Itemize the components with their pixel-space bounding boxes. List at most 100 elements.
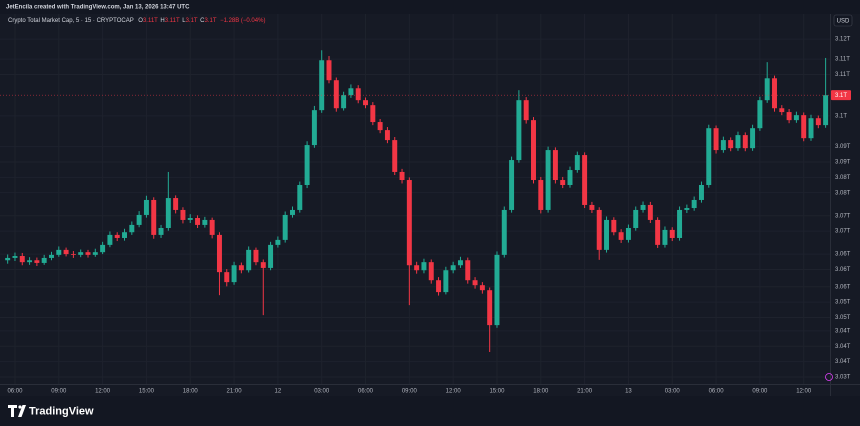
- candle-body: [70, 254, 76, 255]
- brand-logo: TradingView: [8, 405, 94, 417]
- candle-body: [19, 256, 25, 263]
- legend-key: H: [160, 18, 164, 24]
- candle-body: [311, 110, 317, 146]
- logo-mark: [18, 405, 26, 417]
- candle-body: [750, 128, 756, 149]
- candle-body: [625, 227, 631, 240]
- candle-body: [275, 239, 281, 245]
- x-tick-label: 12:00: [446, 389, 462, 395]
- legend: Crypto Total Market Cap, 5 · 15 · CRYPTO…: [8, 18, 265, 24]
- candle-body: [618, 232, 624, 240]
- y-tick-label: 3.06T: [835, 284, 851, 290]
- logo-mark: [8, 405, 17, 417]
- candle-body: [129, 224, 135, 233]
- candle-body: [436, 280, 442, 293]
- candle-body: [114, 234, 120, 238]
- candle-body: [640, 204, 646, 210]
- y-tick-label: 3.11T: [835, 57, 850, 63]
- candle-body: [12, 256, 18, 258]
- candle-body: [538, 180, 544, 210]
- candle-body: [421, 262, 427, 271]
- candle-body: [808, 118, 814, 139]
- candle-body: [684, 208, 690, 210]
- candle-body: [180, 209, 186, 220]
- legend-change: −1.28B (−0.04%): [220, 18, 265, 24]
- candle-body: [246, 249, 252, 271]
- x-tick-label: 15:00: [489, 389, 505, 395]
- y-tick-label: 3.09T: [835, 144, 851, 150]
- last-price-box: [831, 90, 851, 101]
- candle-body: [720, 140, 726, 151]
- candle-body: [567, 170, 573, 186]
- y-tick-label: 3.1T: [835, 113, 847, 119]
- x-tick-label: 21:00: [577, 389, 593, 395]
- candle-body: [742, 135, 748, 149]
- candle-body: [173, 198, 179, 210]
- candle-body: [669, 229, 675, 238]
- x-tick-label: 13: [625, 389, 632, 395]
- candle-body: [604, 219, 610, 250]
- candle-body: [224, 272, 230, 283]
- candle-body: [56, 249, 62, 255]
- candle-body: [158, 227, 164, 235]
- y-tick-label: 3.05T: [835, 315, 851, 321]
- candle-body: [377, 122, 383, 131]
- candle-body: [151, 199, 157, 235]
- candle-body: [757, 100, 763, 129]
- brand: TradingView: [29, 405, 94, 417]
- y-tick-label: 3.08T: [835, 175, 851, 181]
- candle-body: [574, 155, 580, 171]
- x-tick-label: 06:00: [358, 389, 374, 395]
- candle-body: [238, 265, 244, 271]
- candle-body: [735, 135, 741, 149]
- currency: USD: [837, 19, 850, 25]
- candle-body: [611, 219, 617, 233]
- candle-body: [772, 78, 777, 109]
- y-tick-label: 3.06T: [835, 252, 851, 258]
- x-tick-label: 09:00: [402, 389, 418, 395]
- candle-body: [319, 60, 325, 111]
- candle-body: [531, 120, 536, 181]
- y-tick-label: 3.05T: [835, 300, 851, 306]
- candle-body: [136, 214, 142, 225]
- candle-body: [216, 234, 222, 273]
- x-tick-label: 12:00: [95, 389, 111, 395]
- candle-body: [399, 171, 405, 181]
- candle-body: [706, 128, 712, 186]
- y-tick-label: 3.04T: [835, 344, 851, 350]
- x-tick-label: 06:00: [709, 389, 725, 395]
- candle-body: [516, 100, 522, 161]
- y-tick-label: 3.08T: [835, 190, 851, 196]
- candle-body: [5, 257, 11, 261]
- currency-box[interactable]: [833, 14, 853, 27]
- y-tick-label: 3.04T: [835, 328, 851, 334]
- legend-value: 3.1T: [205, 18, 217, 24]
- candle-body: [457, 260, 463, 266]
- candle-body: [187, 218, 193, 220]
- x-tick-label: 18:00: [533, 389, 549, 395]
- candle-body: [472, 280, 478, 286]
- candle-body: [779, 108, 785, 113]
- candle-body: [78, 252, 84, 255]
- event-icon[interactable]: [825, 373, 833, 381]
- candle-body: [253, 249, 259, 263]
- candle-body: [195, 218, 201, 225]
- candle-body: [596, 209, 602, 250]
- x-tick-label: 09:00: [51, 389, 67, 395]
- candle-body: [49, 254, 54, 258]
- candle-body: [647, 204, 653, 220]
- candle-body: [713, 128, 719, 151]
- candle-body: [443, 270, 449, 293]
- candle-body: [552, 150, 558, 181]
- candle-body: [202, 219, 208, 225]
- axes: 3.12T 3.11T 3.11T 3.1T 3.09T 3.09T 3.08T 3.08T 3…: [0, 37, 851, 395]
- x-tick-label: 03:00: [665, 389, 681, 395]
- legend-key: L: [182, 18, 186, 24]
- symbol: Crypto Total Market Cap, 5 · 15 · CRYPTO…: [8, 18, 134, 24]
- candle-body: [582, 155, 588, 205]
- y-tick-label: 3.06T: [835, 267, 851, 273]
- candle-body: [786, 112, 792, 121]
- candle-body: [487, 290, 493, 326]
